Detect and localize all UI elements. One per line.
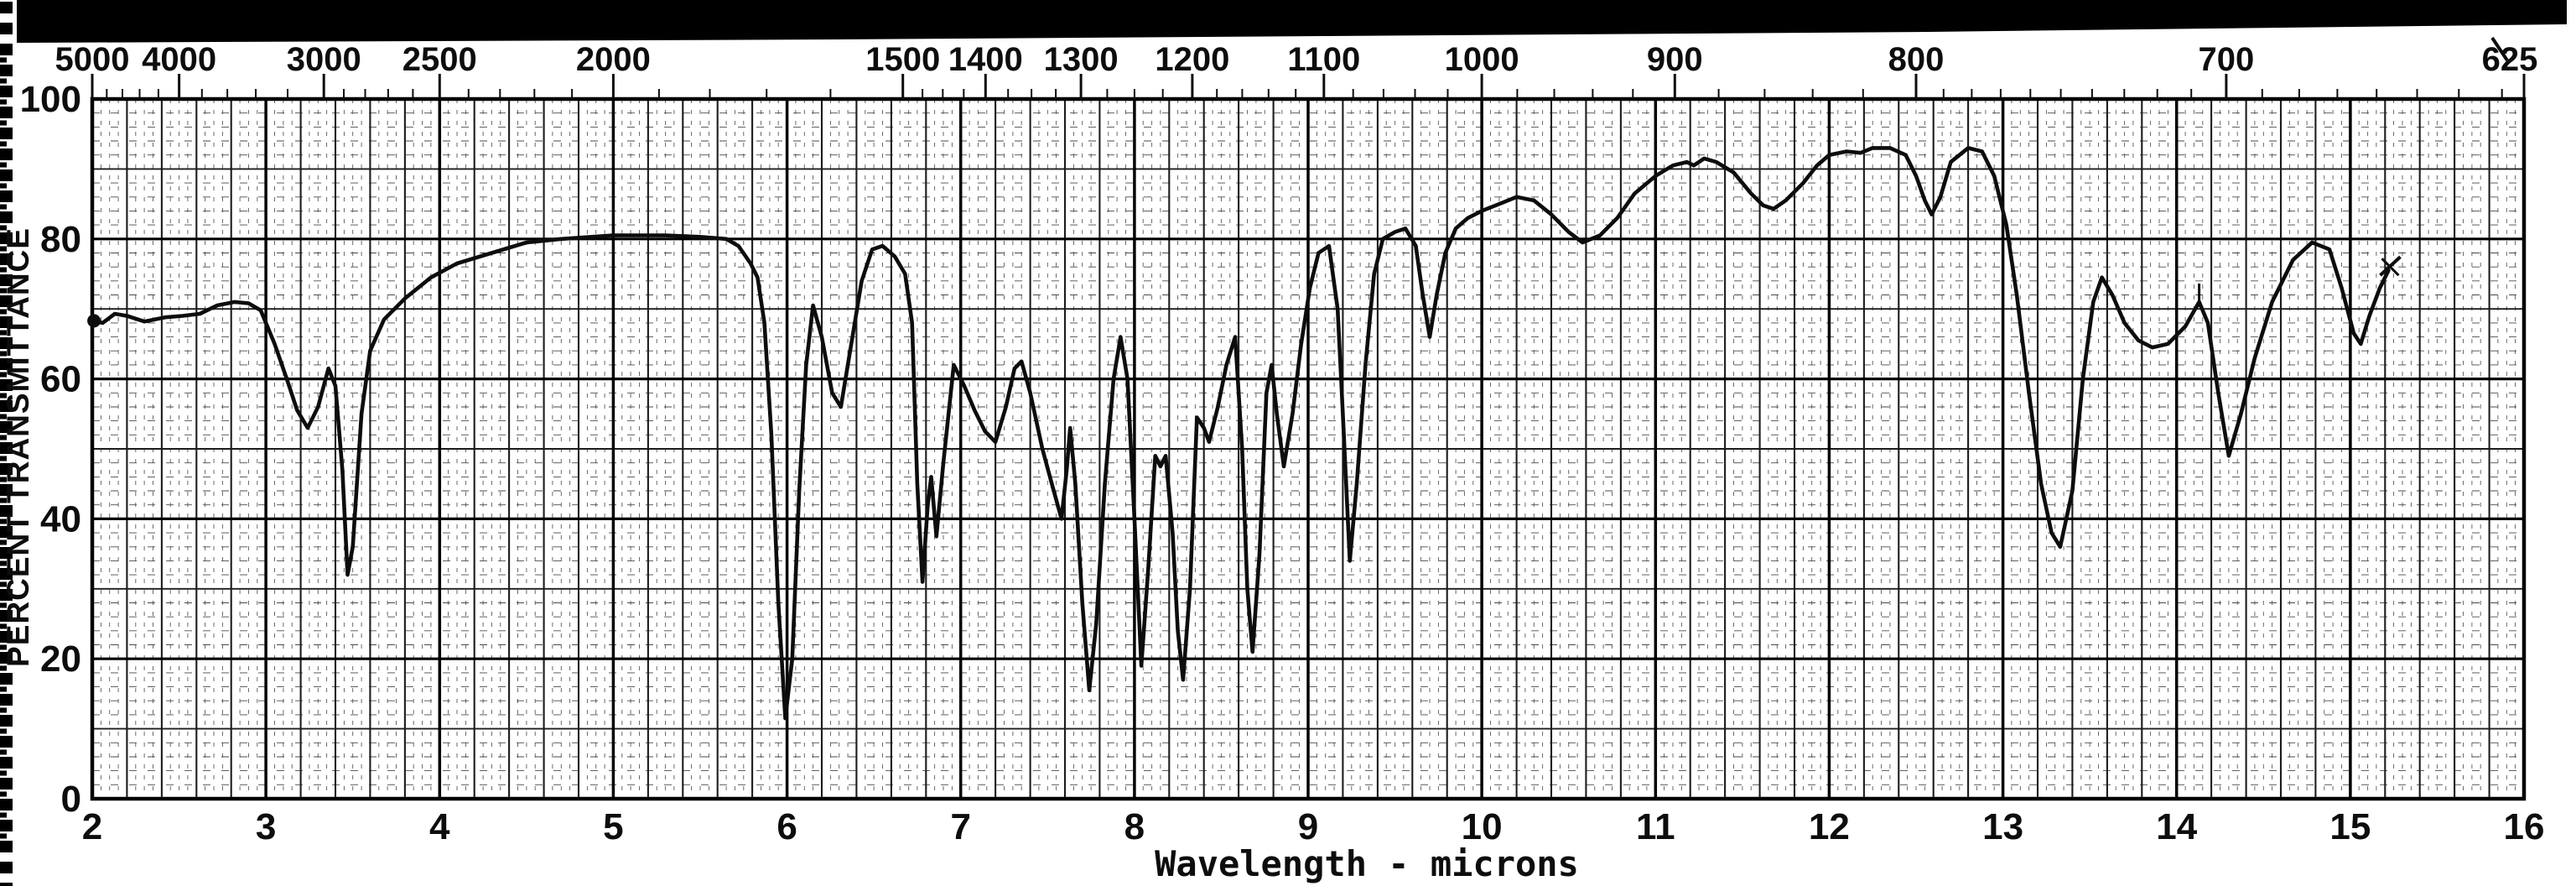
y-axis-tick-label: 0 [61, 779, 81, 820]
wavenumber-label: 1200 [1155, 41, 1229, 78]
trace-start-dot [87, 314, 101, 328]
wavenumber-label: 5000 [55, 41, 130, 78]
wavenumber-label: 2500 [402, 41, 477, 78]
scan-top-bar [17, 0, 2567, 43]
y-axis-tick-label: 80 [40, 219, 81, 260]
wavenumber-label: 700 [2199, 41, 2255, 78]
x-axis-tick-label: 3 [256, 806, 276, 847]
transmittance-curve [90, 146, 2391, 721]
y-axis-tick-label: 40 [40, 498, 81, 539]
wavenumber-label: 4000 [142, 41, 216, 78]
wavenumber-label: 1100 [1287, 41, 1360, 78]
wavenumber-label: 625 [2482, 41, 2538, 78]
grid-mid [92, 99, 2524, 799]
wavenumber-label: 800 [1888, 41, 1945, 78]
trace-end-cross [2381, 258, 2400, 277]
wavenumber-label: 1400 [948, 41, 1023, 78]
trace-marks [87, 36, 2509, 328]
x-axis-tick-label: 5 [603, 806, 623, 847]
x-axis-tick-label: 6 [776, 806, 797, 847]
top-wavenumber-axis: 5000 4000 3000 2500 2000 1500 1400 1300 1200 1100… [55, 41, 2538, 99]
x-axis-tick-label: 10 [1462, 806, 1503, 847]
x-axis-tick-label: 13 [1982, 806, 2023, 847]
y-axis: 100 80 60 40 20 0 PERCENT TRANSMITTANCE [1, 79, 81, 820]
x-axis-tick-label: 4 [429, 806, 450, 847]
x-axis-tick-label: 12 [1809, 806, 1850, 847]
x-axis-tick-label: 16 [2504, 806, 2545, 847]
x-axis-title: Wavelength - microns [1155, 843, 1579, 884]
x-axis: 2 3 4 5 6 7 8 9 10 11 12 13 14 15 16 Wavelength - micro… [82, 806, 2545, 884]
x-axis-tick-label: 8 [1124, 806, 1145, 847]
wavenumber-label: 1300 [1044, 41, 1119, 78]
wavenumber-label: 3000 [287, 41, 361, 78]
x-axis-tick-label: 11 [1636, 806, 1675, 847]
x-axis-tick-label: 7 [950, 806, 970, 847]
y-axis-tick-label: 20 [40, 638, 81, 680]
x-axis-tick-label: 14 [2156, 806, 2197, 847]
wavenumber-label: 1500 [865, 41, 940, 78]
stray-pen-mark [2490, 36, 2509, 62]
y-axis-tick-label: 60 [40, 359, 81, 400]
x-axis-tick-label: 2 [82, 806, 102, 847]
wavenumber-label: 900 [1647, 41, 1703, 78]
wavenumber-label: 2000 [576, 41, 651, 78]
y-axis-title: PERCENT TRANSMITTANCE [1, 227, 35, 667]
wavenumber-label: 1000 [1445, 41, 1519, 78]
y-axis-tick-label: 100 [20, 79, 81, 120]
film-edge-strip [0, 2, 13, 886]
plot-border [90, 96, 2527, 801]
x-axis-tick-label: 15 [2329, 806, 2371, 847]
x-axis-tick-label: 9 [1298, 806, 1318, 847]
